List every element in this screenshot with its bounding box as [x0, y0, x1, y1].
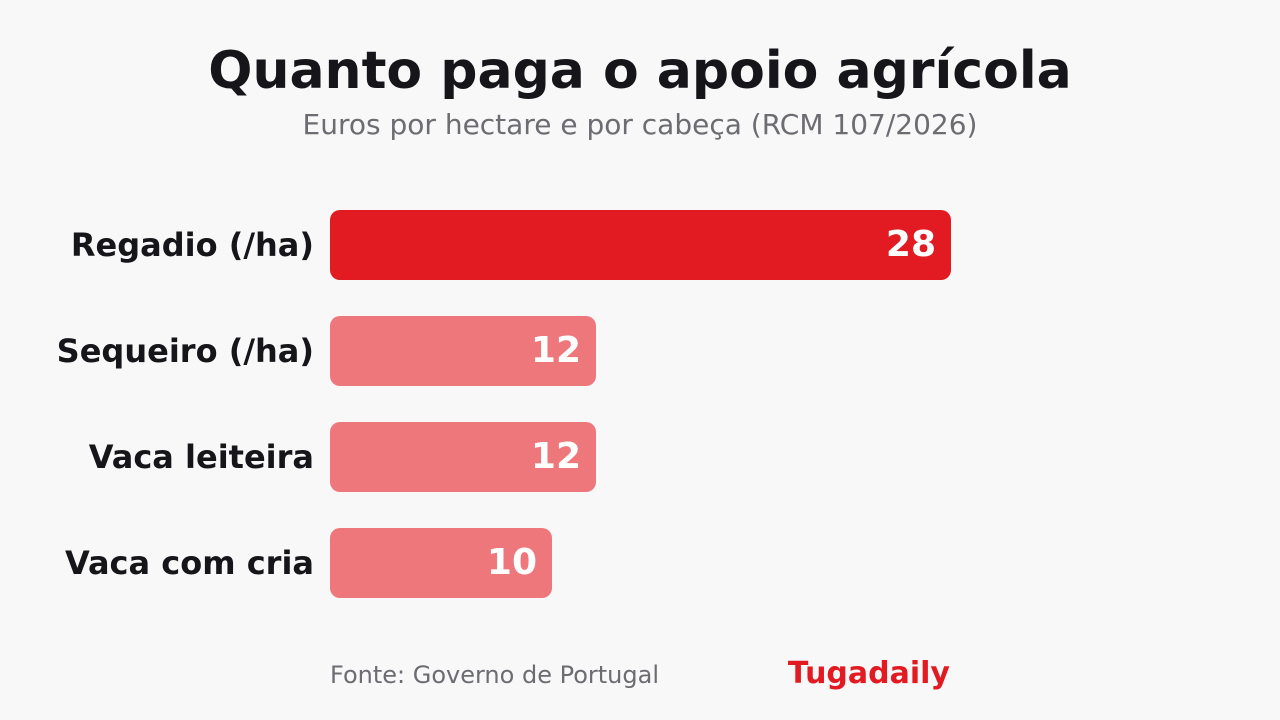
category-label: Vaca leiteira [88, 438, 314, 476]
brand-logo: Tugadaily [787, 656, 950, 691]
bar: 12 [330, 422, 596, 492]
chart-title: Quanto paga o apoio agrícola [208, 41, 1072, 101]
bar: 12 [330, 316, 596, 386]
bar-value-label: 28 [885, 224, 936, 265]
bar-value-label: 12 [530, 330, 581, 371]
category-label: Sequeiro (/ha) [56, 332, 314, 370]
bar-value-label: 12 [530, 436, 581, 477]
chart-subtitle: Euros por hectare e por cabeça (RCM 107/… [302, 108, 978, 141]
bar-value-label: 10 [486, 542, 537, 583]
source-note: Fonte: Governo de Portugal [330, 661, 659, 689]
bar: 10 [330, 528, 552, 598]
category-label: Regadio (/ha) [70, 226, 314, 264]
category-label: Vaca com cria [64, 544, 314, 582]
bar: 28 [330, 210, 951, 280]
